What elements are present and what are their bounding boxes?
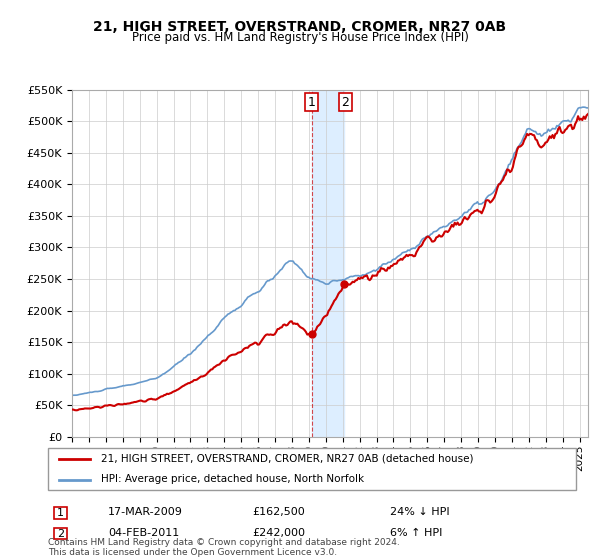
Text: 6% ↑ HPI: 6% ↑ HPI	[390, 528, 442, 538]
Text: £162,500: £162,500	[252, 507, 305, 517]
Text: 2: 2	[341, 96, 349, 109]
FancyBboxPatch shape	[53, 507, 67, 519]
FancyBboxPatch shape	[53, 528, 67, 539]
Text: Price paid vs. HM Land Registry's House Price Index (HPI): Price paid vs. HM Land Registry's House …	[131, 31, 469, 44]
Text: 24% ↓ HPI: 24% ↓ HPI	[390, 507, 449, 517]
FancyBboxPatch shape	[48, 448, 576, 490]
Text: 17-MAR-2009: 17-MAR-2009	[108, 507, 183, 517]
Text: 2: 2	[57, 529, 64, 539]
Text: 1: 1	[57, 508, 64, 518]
Text: HPI: Average price, detached house, North Norfolk: HPI: Average price, detached house, Nort…	[101, 474, 364, 484]
Bar	[313, 90, 344, 437]
Text: Contains HM Land Registry data © Crown copyright and database right 2024.
This d: Contains HM Land Registry data © Crown c…	[48, 538, 400, 557]
Text: £242,000: £242,000	[252, 528, 305, 538]
Text: 21, HIGH STREET, OVERSTRAND, CROMER, NR27 0AB: 21, HIGH STREET, OVERSTRAND, CROMER, NR2…	[94, 20, 506, 34]
Text: 1: 1	[308, 96, 316, 109]
Text: 04-FEB-2011: 04-FEB-2011	[108, 528, 179, 538]
Text: 21, HIGH STREET, OVERSTRAND, CROMER, NR27 0AB (detached house): 21, HIGH STREET, OVERSTRAND, CROMER, NR2…	[101, 454, 473, 464]
